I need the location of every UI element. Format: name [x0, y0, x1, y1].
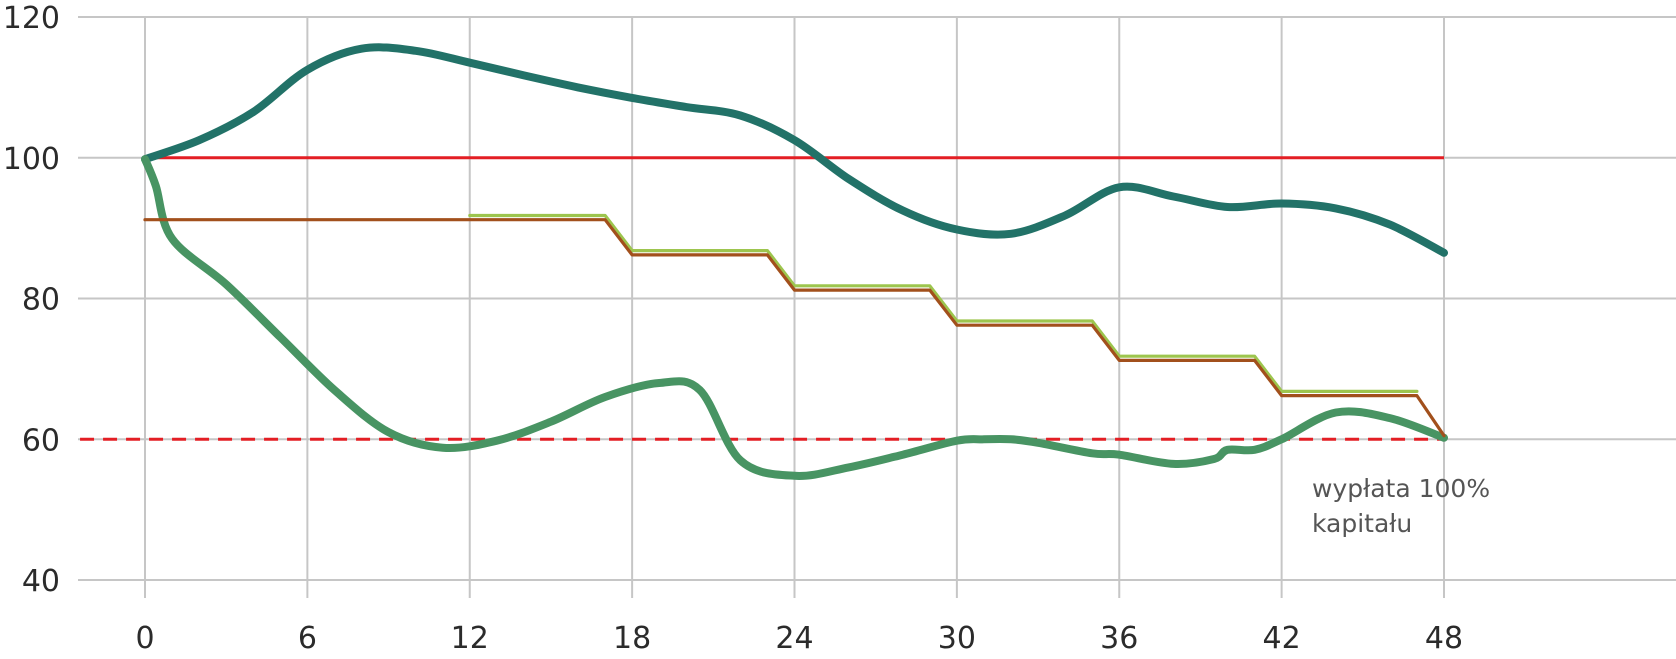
x-tick-label: 48: [1425, 621, 1463, 656]
x-tick-label: 18: [613, 621, 651, 656]
annotation-line-2: kapitału: [1312, 509, 1412, 538]
annotation-line-1: wypłata 100%: [1312, 474, 1490, 503]
x-tick-label: 12: [451, 621, 489, 656]
series-line-1: [141, 43, 1448, 257]
x-tick-label: 24: [775, 621, 813, 656]
series-lines: [141, 43, 1448, 480]
x-tick-label: 30: [938, 621, 976, 656]
y-tick-label: 60: [22, 423, 60, 458]
series-line-3: [468, 213, 1419, 393]
series-line-4: [143, 218, 1446, 438]
series-line-2: [141, 155, 1448, 480]
x-tick-label: 0: [135, 621, 154, 656]
y-tick-label: 80: [22, 283, 60, 318]
reference-lines: [80, 156, 1444, 441]
x-axis-tick-labels: 0 6 12 18 24 30 36 42 48: [135, 621, 1463, 656]
y-tick-label: 40: [22, 564, 60, 599]
x-tick-label: 42: [1263, 621, 1301, 656]
x-tick-label: 6: [298, 621, 317, 656]
grid-lines: [78, 16, 1676, 598]
x-tick-label: 36: [1100, 621, 1138, 656]
y-tick-label: 120: [3, 1, 60, 36]
y-axis-tick-labels: 40 60 80 100 120: [3, 1, 60, 599]
y-tick-label: 100: [3, 142, 60, 177]
